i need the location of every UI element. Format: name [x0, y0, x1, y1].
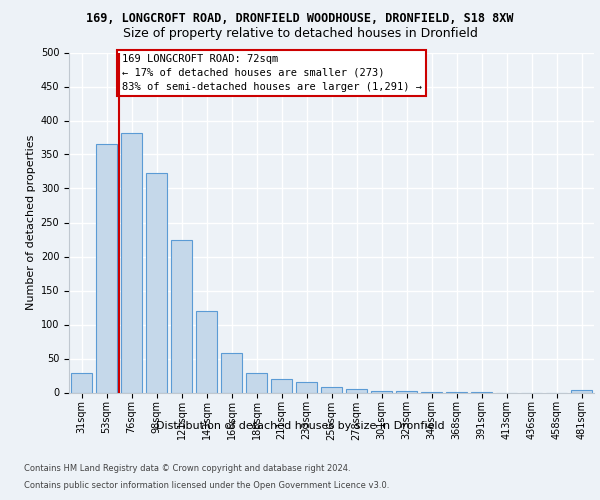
Bar	[221, 353, 242, 393]
Bar	[196, 311, 217, 392]
Text: Distribution of detached houses by size in Dronfield: Distribution of detached houses by size …	[155, 421, 445, 431]
Bar	[96, 144, 117, 392]
Bar	[271, 379, 292, 392]
Bar	[171, 240, 192, 392]
Bar	[146, 173, 167, 392]
Bar	[296, 382, 317, 392]
Text: Size of property relative to detached houses in Dronfield: Size of property relative to detached ho…	[122, 28, 478, 40]
Bar	[571, 390, 592, 392]
Text: Contains HM Land Registry data © Crown copyright and database right 2024.: Contains HM Land Registry data © Crown c…	[24, 464, 350, 473]
Bar	[246, 374, 267, 392]
Bar	[396, 391, 417, 392]
Bar	[121, 132, 142, 392]
Text: 169, LONGCROFT ROAD, DRONFIELD WOODHOUSE, DRONFIELD, S18 8XW: 169, LONGCROFT ROAD, DRONFIELD WOODHOUSE…	[86, 12, 514, 24]
Bar	[346, 389, 367, 392]
Text: Contains public sector information licensed under the Open Government Licence v3: Contains public sector information licen…	[24, 481, 389, 490]
Bar	[371, 391, 392, 392]
Y-axis label: Number of detached properties: Number of detached properties	[26, 135, 37, 310]
Bar	[71, 374, 92, 392]
Text: 169 LONGCROFT ROAD: 72sqm
← 17% of detached houses are smaller (273)
83% of semi: 169 LONGCROFT ROAD: 72sqm ← 17% of detac…	[121, 54, 421, 92]
Bar	[321, 387, 342, 392]
